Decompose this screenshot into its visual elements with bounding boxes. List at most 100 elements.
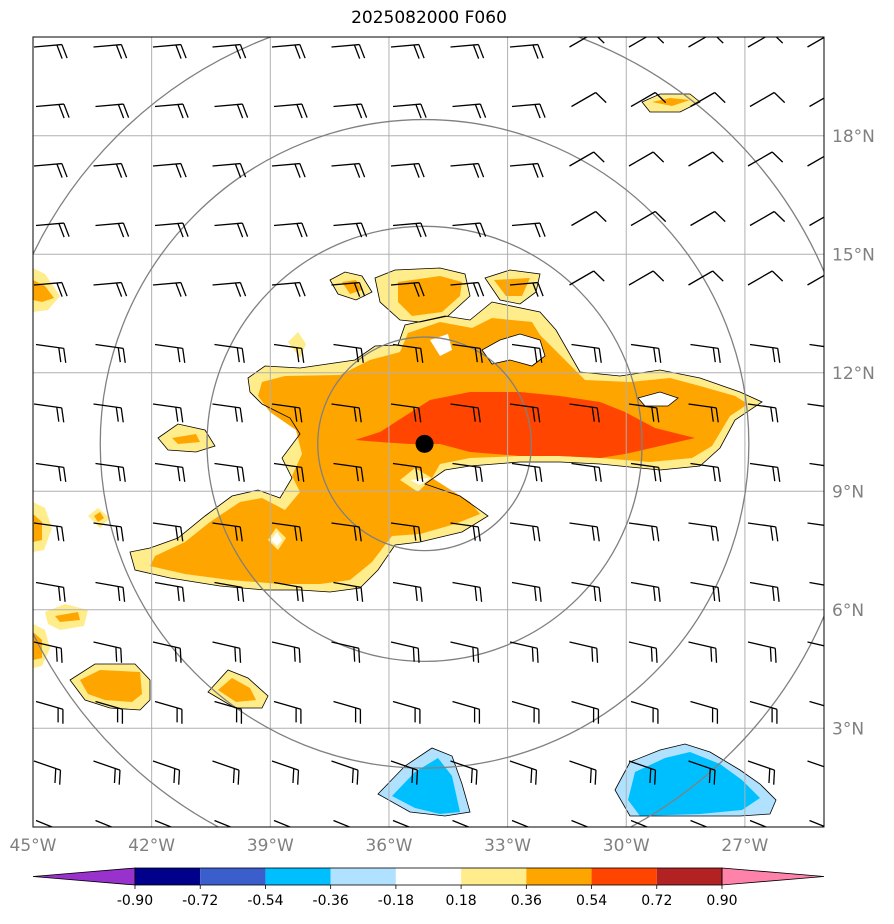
wind-barb [630,343,662,363]
contour-line-top-right [641,93,701,113]
contour-lines [69,93,777,817]
wind-barb [747,403,779,423]
wind-barb [390,281,425,297]
longitude-tick-label: 42°W [128,836,175,856]
wind-barb [807,403,824,409]
wind-barb [688,522,719,542]
field-blob-south-mid-inner [218,678,256,702]
field-blob-small-yellow-1 [288,332,306,358]
wind-barb [747,522,779,542]
latitude-tick-label: 18°N [832,127,875,147]
wind-barb [93,522,124,542]
wind-barb [450,162,485,178]
wind-barb [509,760,538,785]
wind-barb [392,462,424,482]
wind-barb [95,103,130,119]
wind-barb [688,403,719,423]
wind-barb [331,760,359,785]
contour-line-west-cell [157,423,216,453]
field-blob-north-right-inner [494,278,530,296]
shaded-field-layer [33,94,776,816]
wind-barb [152,281,187,297]
wind-barb [452,581,483,602]
wind-barb [35,343,67,363]
wind-barb [690,210,726,227]
longitude-tick-label: 36°W [365,836,412,856]
wind-barb [452,819,479,827]
wind-barb [392,700,421,724]
wind-barb [807,270,824,286]
wind-barb [628,522,660,542]
wind-barb [628,760,657,785]
wind-barb [569,522,600,542]
wind-barb [450,760,478,785]
wind-barb [214,700,243,724]
latitude-tick-label: 3°N [832,719,864,739]
wind-barb [807,641,824,649]
wind-barb [749,700,778,724]
wind-barb [33,162,68,178]
wind-barb [214,462,245,482]
wind-barb [390,43,425,59]
wind-barb [690,91,726,108]
wind-barb [214,222,249,238]
contour-line-hole-north [481,333,546,367]
colorbar-tick-label: 0.90 [706,893,737,909]
wind-barb [95,343,126,363]
colorbar-outline [134,867,723,886]
wind-barb [628,270,665,286]
field-hole-center2 [410,478,430,485]
wind-barb [452,103,487,119]
wind-barb [93,403,124,423]
field-blob-south-west-inner [80,670,142,702]
colorbar-swatch [591,868,657,885]
wind-barb [212,281,247,297]
field-blob-left-south-1-inner [55,612,80,622]
wind-barb [154,462,186,482]
wind-barb [749,91,786,108]
field-blob-north-mid-inner [398,276,462,316]
wind-barb [450,641,480,663]
contour-line-negative-left [377,747,471,817]
range-ring [317,336,532,552]
wind-barb [688,270,724,286]
wind-barb [452,222,487,238]
wind-barb [273,462,305,482]
colorbar-swatch [135,868,201,885]
map-frame [32,36,825,828]
wind-barb [273,700,302,724]
wind-barb [749,819,777,827]
wind-barb [331,522,362,542]
field-blob-negative-left-inner [392,758,460,814]
wind-barb [749,343,781,363]
wind-barb [452,700,481,724]
wind-barb [154,103,189,119]
colorbar-extend-high [721,867,825,886]
wind-barb [95,700,124,724]
wind-barb [569,403,600,423]
wind-barb [511,581,542,602]
wind-barb [511,222,546,238]
storm-center-dot [415,434,434,453]
wind-barb [509,281,544,297]
contour-line-main [129,301,763,593]
wind-barb [392,222,427,238]
wind-barb [271,641,301,663]
wind-barb [152,43,187,59]
wind-barb [271,760,300,785]
wind-barb [807,760,824,771]
wind-barb [93,641,123,663]
wind-barb [333,103,368,119]
wind-barb [95,581,126,602]
wind-barb [95,819,122,827]
longitude-labels: 45°W 42°W 39°W 36°W 33°W 30°W 27°W [10,836,769,856]
wind-barb [333,462,364,482]
wind-barb [688,37,724,48]
wind-barb [809,819,824,827]
wind-barb [452,462,483,482]
wind-barb [809,462,824,469]
wind-barb [571,210,607,227]
wind-barb [511,343,543,363]
wind-barb [630,462,662,482]
